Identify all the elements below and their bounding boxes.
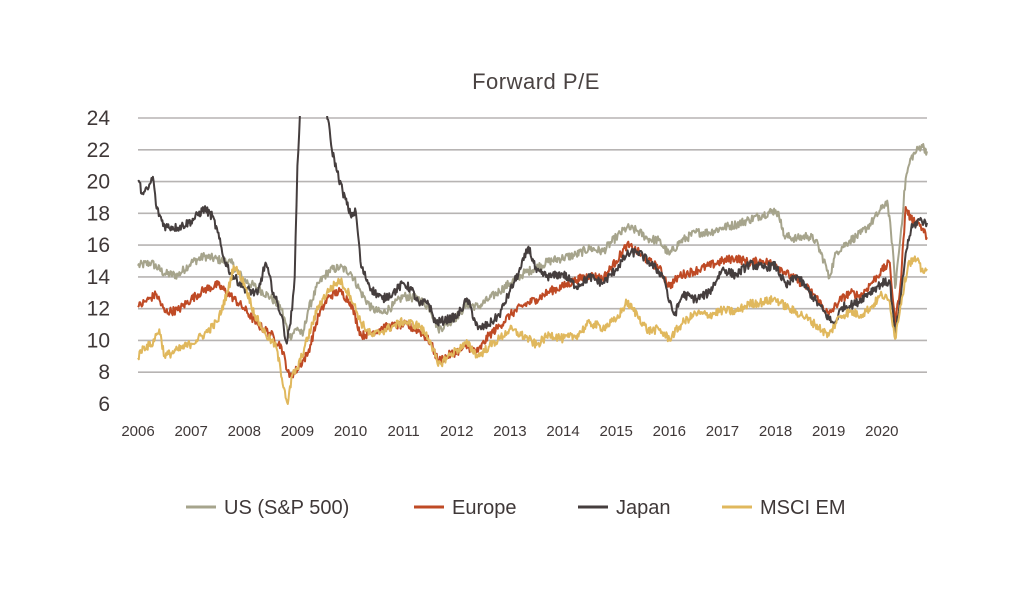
y-axis-ticks: 6 8 10 12 14 16 18 20 22 24 [87,107,111,416]
x-tick-label: 2014 [546,423,579,440]
series-lines [137,116,928,405]
y-tick-label: 18 [87,202,110,225]
x-tick-label: 2008 [228,423,261,440]
legend-label: US (S&P 500) [224,497,349,519]
x-tick-label: 2006 [121,423,154,440]
legend-label: MSCI EM [760,497,846,519]
legend-item-europe: Europe [414,497,517,519]
y-tick-label: 14 [87,266,111,289]
series-japan-line [137,116,928,345]
x-tick-label: 2016 [653,423,686,440]
x-tick-label: 2015 [599,423,632,440]
y-tick-label: 22 [87,139,110,162]
y-tick-label: 8 [98,361,110,384]
x-tick-label: 2017 [706,423,739,440]
y-tick-label: 20 [87,171,110,194]
chart-title: Forward P/E [472,69,600,94]
x-tick-label: 2019 [812,423,845,440]
y-tick-label: 16 [87,234,110,257]
series-us-sp500-line [137,143,928,341]
legend-item-japan: Japan [578,497,671,519]
y-tick-label: 6 [98,393,110,416]
legend: US (S&P 500) Europe Japan MSCI EM [186,497,846,519]
x-tick-label: 2007 [174,423,207,440]
x-tick-label: 2018 [759,423,792,440]
x-tick-label: 2010 [334,423,367,440]
series-msci-em-line [137,255,928,405]
legend-label: Europe [452,497,517,519]
x-axis-ticks: 2006 2007 2008 2009 2010 2011 2012 2013 2014 2015… [121,423,898,440]
x-tick-label: 2020 [865,423,898,440]
legend-label: Japan [616,497,671,519]
x-tick-label: 2013 [493,423,526,440]
legend-item-msci-em: MSCI EM [722,497,846,519]
legend-item-us-sp500: US (S&P 500) [186,497,349,519]
x-tick-label: 2011 [388,423,420,440]
gridlines [138,117,927,374]
y-tick-label: 12 [87,298,110,321]
y-tick-label: 10 [87,329,110,352]
x-tick-label: 2009 [281,423,314,440]
x-tick-label: 2012 [440,423,473,440]
y-tick-label: 24 [87,107,111,130]
